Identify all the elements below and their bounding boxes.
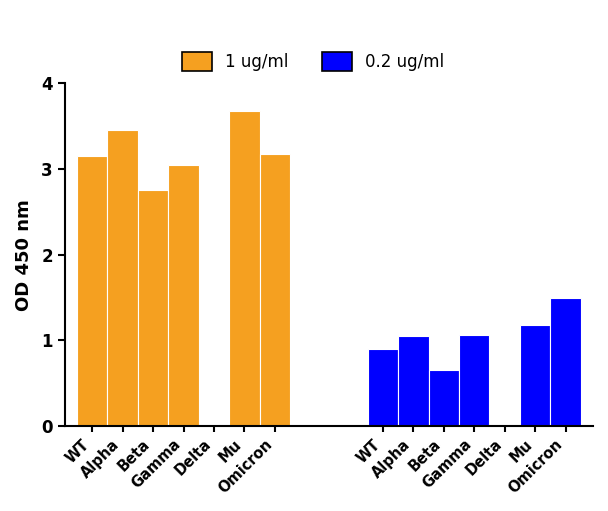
Bar	[398, 336, 429, 426]
Legend: 1 ug/ml, 0.2 ug/ml: 1 ug/ml, 0.2 ug/ml	[177, 47, 449, 77]
Bar	[108, 130, 138, 426]
Bar	[550, 297, 581, 426]
Bar	[260, 154, 290, 426]
Bar	[368, 349, 398, 426]
Bar	[520, 325, 550, 426]
Bar	[229, 111, 260, 426]
Bar	[199, 424, 229, 426]
Bar	[138, 191, 168, 426]
Bar	[429, 370, 459, 426]
Bar	[459, 335, 489, 426]
Bar	[168, 165, 199, 426]
Bar	[77, 156, 108, 426]
Y-axis label: OD 450 nm: OD 450 nm	[15, 199, 33, 311]
Bar	[489, 424, 520, 426]
